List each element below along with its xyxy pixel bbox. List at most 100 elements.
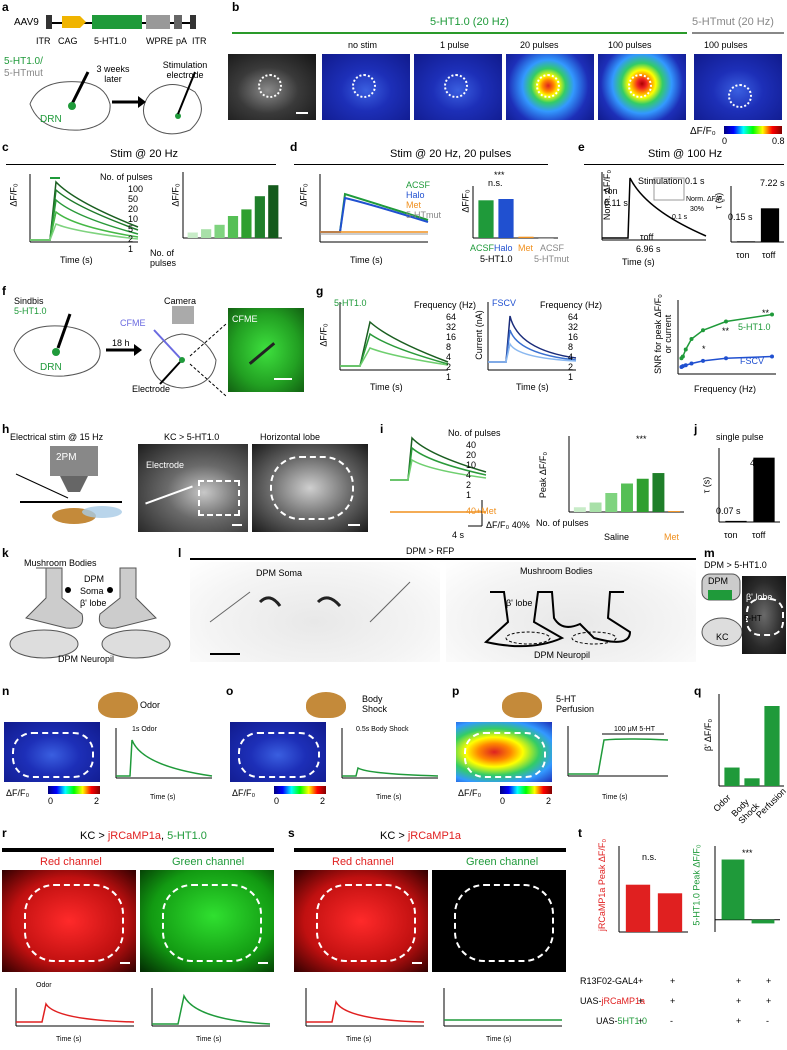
q-bar-chart <box>718 694 784 787</box>
c-ylabel: ΔF/F₀ <box>8 183 19 207</box>
d-traces <box>319 174 429 243</box>
s-title-2: jRCaMP1a <box>407 830 462 842</box>
c-xlabel: Time (s) <box>60 255 93 265</box>
t-sig: *** <box>742 848 753 858</box>
t-row3: UAS-5HT1.0 <box>596 1016 647 1026</box>
f-camera: Camera <box>164 296 197 306</box>
b-cbar-min: 0 <box>722 136 728 146</box>
g-traces-2 <box>487 302 577 371</box>
panel-label-q: q <box>694 684 702 698</box>
construct-itr1: ITR <box>36 36 51 46</box>
bar <box>227 216 239 238</box>
h-lobe: Horizontal lobe <box>260 432 321 442</box>
r-green-trace <box>151 988 271 1027</box>
d-leg-2: Met <box>406 200 422 210</box>
f-img-label: CFME <box>232 314 258 324</box>
bar <box>201 229 212 238</box>
h-image-2 <box>252 444 368 532</box>
b-col-3: 100 pulses <box>608 40 652 50</box>
g-snr-chart <box>677 300 776 375</box>
i-traces <box>390 436 487 527</box>
l-overlay <box>209 581 632 655</box>
e-inset-label: Norm. ΔF/F₀ <box>686 196 726 203</box>
e-bar-ton: 0.15 s <box>728 212 753 222</box>
bar <box>625 884 651 932</box>
b-group1-line <box>232 32 687 34</box>
panel-label-k: k <box>2 546 9 560</box>
f-green-image <box>228 308 304 392</box>
l-neuropil: DPM Neuropil <box>534 650 591 660</box>
c-leg-5: 2 <box>128 234 134 244</box>
t-row1: R13F02-GAL4 <box>580 976 639 986</box>
g-freq-title-2: Frequency (Hz) <box>540 300 603 310</box>
p-cb-min: 0 <box>500 796 506 806</box>
drn-label: DRN <box>40 114 62 125</box>
bar <box>744 778 760 786</box>
i-scale-x: 4 s <box>452 530 465 540</box>
q-ylabel: β' ΔF/F₀ <box>703 718 714 752</box>
d-group2: 5-HTmut <box>534 254 570 264</box>
s-red-trace <box>305 988 425 1027</box>
g-xlabel-1: Time (s) <box>370 382 403 392</box>
panel-label-s: s <box>288 826 295 840</box>
d-leg-3: 5-HTmut <box>406 210 442 220</box>
b-col-1: 1 pulse <box>440 40 470 50</box>
e-toff-val: 6.96 s <box>636 244 661 254</box>
n-trace <box>115 728 213 779</box>
r-title-1: KC > <box>80 830 108 842</box>
pa <box>174 15 182 29</box>
e-bar-chart <box>730 186 784 243</box>
r-title-2: jRCaMP1a <box>107 830 162 842</box>
p-cb-max: 2 <box>546 796 552 806</box>
data-point <box>701 358 705 363</box>
o-cb-lbl: ΔF/F₀ <box>232 788 256 798</box>
o-heatmap <box>230 722 326 782</box>
b-heat-20pulses <box>506 54 594 120</box>
e-stim: Stimulation 0.1 s <box>638 176 705 186</box>
r-title-4: 5-HT1.0 <box>167 830 207 842</box>
bar <box>478 200 494 238</box>
n-cb-min: 0 <box>48 796 54 806</box>
e-bar-x1: τoff <box>762 250 776 260</box>
g1-f2: 16 <box>446 332 457 342</box>
e-ton-val: 0.11 s <box>604 198 628 208</box>
r-title-bar <box>2 848 274 852</box>
wpre <box>146 15 170 29</box>
bar <box>573 507 586 512</box>
i-saline: Saline <box>604 532 630 542</box>
bar <box>254 196 265 238</box>
i-leg-3: 4 <box>466 470 472 480</box>
n-stim: Odor <box>140 700 161 710</box>
j-title: single pulse <box>716 432 764 442</box>
f-drn: DRN <box>40 362 62 373</box>
g-traces-1 <box>339 302 449 371</box>
construct-wpre: WPRE <box>146 36 173 46</box>
i-scale-y: ΔF/F₀ 40% <box>486 520 530 530</box>
c-leg-6: 1 <box>128 244 134 254</box>
c-leg-1: 50 <box>128 194 139 204</box>
panel-label-p: p <box>452 684 460 698</box>
d-bar-x3: ACSF <box>540 243 565 253</box>
g2-f5: 2 <box>568 362 574 372</box>
s-green: Green channel <box>466 856 539 868</box>
itr-left <box>46 15 52 29</box>
e-bar-x0: τon <box>736 250 750 260</box>
g-star1: * <box>702 344 706 354</box>
t-s12: + <box>736 996 742 1006</box>
r-green: Green channel <box>172 856 245 868</box>
r-title: KC > jRCaMP1a, 5-HT1.0 <box>80 830 207 842</box>
b-group2-line <box>692 32 784 34</box>
construct-pa: pA <box>176 36 188 46</box>
panel-label-l: l <box>178 546 182 560</box>
i-bar-ylabel: Peak ΔF/F₀ <box>538 451 549 499</box>
t-bar-chart-1 <box>618 846 688 933</box>
g-snr-s2: FSCV <box>740 356 765 366</box>
d-bar-ylabel: ΔF/F₀ <box>460 189 471 213</box>
c-legend-title: No. of pulses <box>100 172 153 182</box>
t-bar-chart-2 <box>714 846 780 932</box>
data-point <box>701 328 705 333</box>
t-s23: - <box>766 1016 769 1026</box>
bar <box>753 457 775 522</box>
data-point <box>680 354 685 359</box>
f-sensor: 5-HT1.0 <box>14 306 47 316</box>
